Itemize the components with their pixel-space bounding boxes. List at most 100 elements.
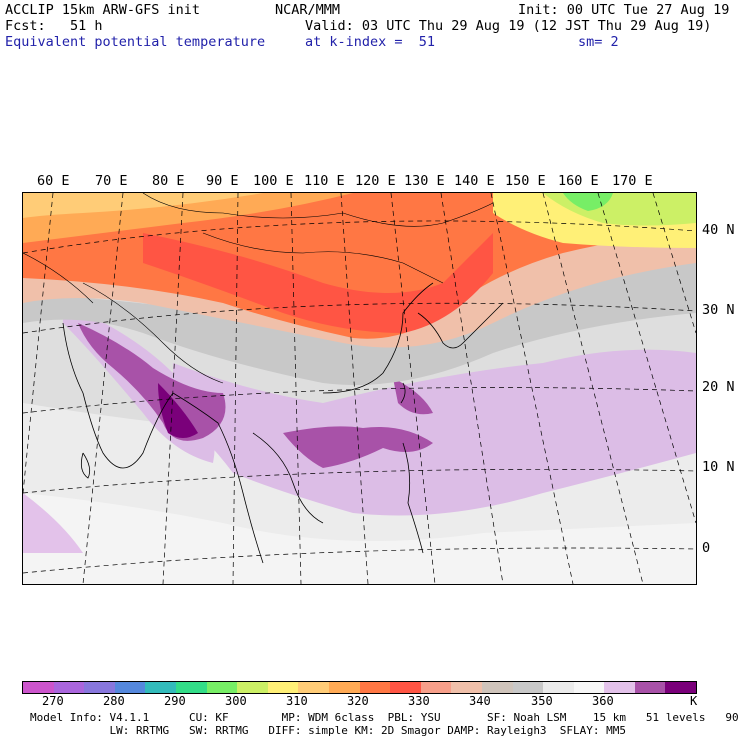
smoothing-label: sm= 2 bbox=[578, 34, 619, 50]
lon-label: 60 E bbox=[37, 173, 70, 189]
country-borders bbox=[23, 193, 494, 384]
mongolia-border bbox=[202, 232, 444, 284]
lon-line bbox=[490, 193, 574, 584]
sri-lanka-coast bbox=[80, 452, 91, 479]
colorbar-swatch bbox=[84, 682, 115, 693]
lat-line bbox=[23, 220, 696, 254]
colorbar-swatch bbox=[145, 682, 176, 693]
green-npacific-patch bbox=[563, 193, 613, 211]
model-info-line1: Model Info: V4.1.1 CU: KF MP: WDM 6class… bbox=[30, 711, 740, 724]
colorbar-swatch bbox=[665, 682, 697, 693]
lon-line bbox=[390, 193, 436, 584]
russia-border bbox=[142, 193, 494, 227]
deep-purple-core bbox=[158, 383, 198, 438]
philippines-coast bbox=[402, 442, 424, 554]
colorbar-swatch bbox=[267, 682, 299, 693]
colorbar-swatch bbox=[328, 682, 360, 693]
graticule bbox=[23, 193, 696, 584]
lon-label: 80 E bbox=[152, 173, 185, 189]
lon-label: 160 E bbox=[558, 173, 599, 189]
lat-label: 30 N bbox=[702, 302, 735, 318]
lon-line bbox=[597, 193, 696, 524]
lon-label: 100 E bbox=[253, 173, 294, 189]
colorbar-swatch bbox=[298, 682, 329, 693]
colorbar-swatch bbox=[573, 682, 605, 693]
lon-line bbox=[542, 193, 644, 584]
lat-line bbox=[23, 387, 696, 414]
lon-line bbox=[82, 193, 124, 584]
colorbar bbox=[22, 681, 697, 694]
colorbar-swatch bbox=[175, 682, 207, 693]
lilac-west-region bbox=[23, 493, 83, 553]
colorbar-label: 300 bbox=[225, 694, 247, 708]
yellow-orange-band bbox=[23, 193, 263, 218]
lon-line bbox=[232, 193, 239, 584]
lon-label: 130 E bbox=[404, 173, 445, 189]
korea-japan-coast bbox=[417, 302, 504, 349]
lat-line bbox=[23, 468, 696, 494]
lat-line bbox=[23, 302, 696, 334]
purple-scs-core bbox=[283, 426, 433, 468]
colorbar-swatch bbox=[604, 682, 635, 693]
lat-label: 40 N bbox=[702, 222, 735, 238]
lon-label: 150 E bbox=[505, 173, 546, 189]
colorbar-label: 270 bbox=[42, 694, 64, 708]
lon-line bbox=[162, 193, 184, 584]
colorbar-swatch bbox=[23, 682, 54, 693]
field-name: Equivalent potential temperature bbox=[5, 34, 266, 50]
taiwan-coast bbox=[400, 382, 406, 404]
colorbar-label: 360 bbox=[592, 694, 614, 708]
lat-label: 20 N bbox=[702, 379, 735, 395]
india-coast bbox=[62, 322, 174, 469]
burma-coast bbox=[172, 392, 264, 564]
purple-monsoon-core bbox=[78, 323, 226, 441]
colorbar-swatch bbox=[420, 682, 452, 693]
model-info-line2: LW: RRTMG SW: RRTMG DIFF: simple KM: 2D … bbox=[30, 724, 627, 737]
lon-label: 120 E bbox=[355, 173, 396, 189]
equatorial-pale-band bbox=[23, 493, 696, 584]
lon-label: 170 E bbox=[612, 173, 653, 189]
model-title: ACCLIP 15km ARW-GFS init bbox=[5, 2, 201, 18]
china-coast bbox=[322, 282, 434, 394]
colorbar-swatch bbox=[206, 682, 238, 693]
colorbar-swatch bbox=[481, 682, 513, 693]
init-time: Init: 00 UTC Tue 27 Aug 19 bbox=[518, 2, 730, 18]
colorbar-swatch bbox=[512, 682, 544, 693]
colorbar-label: 310 bbox=[286, 694, 308, 708]
himalaya-border bbox=[82, 282, 224, 384]
lon-label: 90 E bbox=[206, 173, 239, 189]
coastlines bbox=[62, 282, 504, 564]
indochina-coast bbox=[252, 432, 324, 524]
colorbar-label: 350 bbox=[531, 694, 553, 708]
colorbar-label: 320 bbox=[347, 694, 369, 708]
lat-label: 10 N bbox=[702, 459, 735, 475]
red-core-band bbox=[143, 233, 493, 333]
level-index: at k-index = 51 bbox=[305, 34, 436, 50]
colorbar-swatch bbox=[634, 682, 666, 693]
valid-time: Valid: 03 UTC Thu 29 Aug 19 (12 JST Thu … bbox=[305, 18, 712, 34]
colorbar-label: 290 bbox=[164, 694, 186, 708]
theta-e-field bbox=[23, 193, 696, 584]
lon-label: 140 E bbox=[454, 173, 495, 189]
org-label: NCAR/MMM bbox=[275, 2, 341, 18]
colorbar-label: 330 bbox=[408, 694, 430, 708]
lat-label: 0 bbox=[702, 540, 711, 556]
lon-line bbox=[290, 193, 302, 584]
colorbar-swatch bbox=[359, 682, 391, 693]
purple-taiwan-patch bbox=[393, 378, 433, 415]
lat-line bbox=[23, 547, 696, 574]
colorbar-unit: K bbox=[690, 694, 698, 708]
lon-line bbox=[652, 193, 696, 334]
lon-line bbox=[340, 193, 369, 584]
lon-label: 110 E bbox=[304, 173, 345, 189]
colorbar-swatch bbox=[390, 682, 421, 693]
colorbar-swatch bbox=[451, 682, 482, 693]
map-panel bbox=[22, 192, 697, 585]
central-asia-border bbox=[23, 252, 94, 304]
lon-label: 70 E bbox=[95, 173, 128, 189]
colorbar-swatch bbox=[114, 682, 146, 693]
colorbar-swatch bbox=[237, 682, 268, 693]
forecast-hour: Fcst: 51 h bbox=[5, 18, 103, 34]
colorbar-label: 340 bbox=[469, 694, 491, 708]
lon-line bbox=[440, 193, 504, 584]
